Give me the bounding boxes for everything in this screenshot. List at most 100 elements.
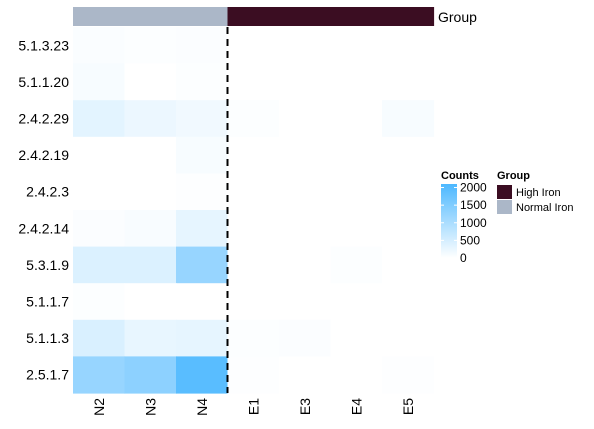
column-label: N4	[194, 398, 210, 416]
group-annotation-cell	[125, 7, 177, 26]
heatmap-cell	[176, 64, 228, 101]
row-label: 2.4.2.19	[18, 147, 69, 163]
group-legend-swatch	[497, 200, 512, 214]
counts-gradient-bar	[441, 184, 457, 258]
heatmap-cell	[331, 247, 383, 284]
heatmap-cell	[331, 320, 383, 357]
heatmap-cell	[279, 100, 331, 137]
heatmap-cell	[228, 247, 280, 284]
heatmap-cell	[382, 100, 434, 137]
annotation-title: Group	[438, 9, 477, 25]
row-label: 5.1.3.23	[18, 37, 69, 53]
heatmap-cell	[228, 356, 280, 393]
heatmap-cell	[73, 173, 125, 210]
heatmap-cell	[331, 173, 383, 210]
heatmap-cell	[382, 320, 434, 357]
legend-tick-label: 0	[460, 251, 467, 265]
heatmap-cell	[228, 320, 280, 357]
heatmap-cell	[331, 27, 383, 64]
heatmap-cell	[279, 320, 331, 357]
legend-tick-label: 500	[460, 233, 480, 247]
group-legend-title: Group	[497, 170, 530, 182]
legend-tick-label: 1000	[460, 216, 487, 230]
row-label: 5.1.1.3	[26, 330, 69, 346]
heatmap-cell	[279, 64, 331, 101]
heatmap-cell	[382, 247, 434, 284]
row-label: 5.1.1.20	[18, 74, 69, 90]
heatmap-cell	[279, 210, 331, 247]
heatmap-cell	[382, 283, 434, 320]
heatmap-cell	[176, 356, 228, 393]
heatmap-cell	[228, 283, 280, 320]
heatmap-cell	[125, 64, 177, 101]
row-label: 2.4.2.29	[18, 111, 69, 127]
heatmap-cell	[331, 210, 383, 247]
heatmap-cell	[228, 64, 280, 101]
group-legend-label: Normal Iron	[516, 202, 573, 214]
heatmap-cell	[125, 356, 177, 393]
row-label: 5.3.1.9	[26, 257, 69, 273]
column-label: E5	[400, 398, 416, 415]
column-label: N2	[91, 398, 107, 416]
heatmap-cell	[73, 64, 125, 101]
heatmap-cell	[125, 137, 177, 174]
legend-tick-label: 2000	[460, 181, 487, 195]
heatmap-cell	[382, 210, 434, 247]
heatmap-cell	[279, 283, 331, 320]
heatmap-cell	[228, 27, 280, 64]
heatmap-cell	[73, 247, 125, 284]
legend-tick-label: 1500	[460, 198, 487, 212]
heatmap-cell	[331, 283, 383, 320]
heatmap-cell	[73, 283, 125, 320]
column-label: E4	[348, 398, 364, 415]
heatmap-cell	[228, 210, 280, 247]
heatmap-cell	[279, 173, 331, 210]
heatmap-cell	[73, 210, 125, 247]
heatmap-cell	[73, 356, 125, 393]
heatmap-cell	[228, 137, 280, 174]
heatmap-cell	[125, 173, 177, 210]
heatmap-cell	[176, 210, 228, 247]
heatmap-cell	[125, 320, 177, 357]
heatmap-cell	[279, 247, 331, 284]
heatmap-cell	[125, 210, 177, 247]
group-annotation-cell	[279, 7, 331, 26]
group-annotation-cell	[382, 7, 434, 26]
heatmap-cell	[125, 247, 177, 284]
heatmap-cells	[73, 27, 434, 394]
heatmap-cell	[125, 283, 177, 320]
group-annotation-cell	[228, 7, 280, 26]
heatmap-cell	[279, 137, 331, 174]
row-label: 2.4.2.3	[26, 184, 69, 200]
heatmap-cell	[382, 64, 434, 101]
column-label: N3	[142, 398, 158, 416]
group-legend-swatch	[497, 185, 512, 199]
row-label: 2.5.1.7	[26, 367, 69, 383]
column-labels: N2 N3 N4 E1 E3 E4 E5	[91, 398, 416, 416]
heatmap-cell	[125, 100, 177, 137]
group-annotation-bar	[73, 7, 434, 26]
heatmap-cell	[279, 356, 331, 393]
group-annotation-cell	[331, 7, 383, 26]
heatmap-cell	[73, 320, 125, 357]
heatmap-cell	[73, 27, 125, 64]
group-annotation-cell	[73, 7, 125, 26]
group-annotation-cell	[176, 7, 228, 26]
counts-legend: Counts 2000 1500 1000 500 0	[441, 170, 487, 265]
heatmap-cell	[382, 173, 434, 210]
row-label: 2.4.2.14	[18, 220, 69, 236]
group-legend-label: High Iron	[516, 187, 561, 199]
group-legend: Group High Iron Normal Iron	[497, 170, 573, 214]
column-label: E1	[245, 398, 261, 415]
heatmap-cell	[331, 137, 383, 174]
row-labels: 5.1.3.23 5.1.1.20 2.4.2.29 2.4.2.19 2.4.2.3 2…	[18, 37, 69, 382]
heatmap-cell	[176, 247, 228, 284]
heatmap-cell	[176, 283, 228, 320]
heatmap-cell	[176, 27, 228, 64]
heatmap-cell	[331, 64, 383, 101]
heatmap-cell	[228, 100, 280, 137]
heatmap-cell	[331, 356, 383, 393]
heatmap-cell	[73, 137, 125, 174]
heatmap-cell	[228, 173, 280, 210]
